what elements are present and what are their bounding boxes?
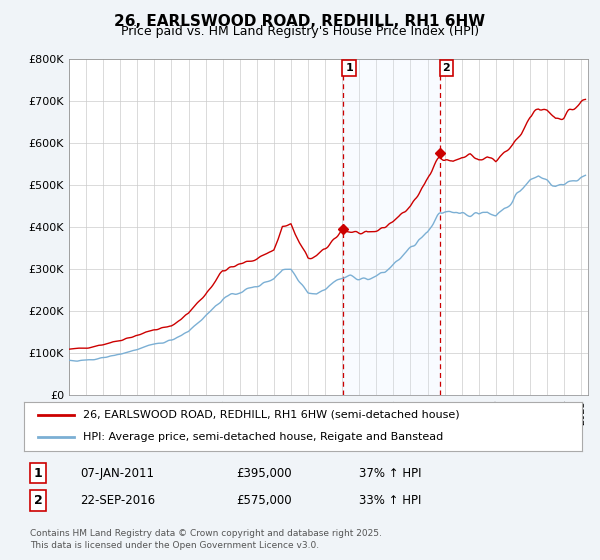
Text: Contains HM Land Registry data © Crown copyright and database right 2025.
This d: Contains HM Land Registry data © Crown c… xyxy=(29,529,382,550)
Text: 26, EARLSWOOD ROAD, REDHILL, RH1 6HW (semi-detached house): 26, EARLSWOOD ROAD, REDHILL, RH1 6HW (se… xyxy=(83,410,459,420)
Text: HPI: Average price, semi-detached house, Reigate and Banstead: HPI: Average price, semi-detached house,… xyxy=(83,432,443,442)
Text: 22-SEP-2016: 22-SEP-2016 xyxy=(80,494,155,507)
Text: 26, EARLSWOOD ROAD, REDHILL, RH1 6HW: 26, EARLSWOOD ROAD, REDHILL, RH1 6HW xyxy=(115,14,485,29)
Text: £575,000: £575,000 xyxy=(236,494,292,507)
Text: 07-JAN-2011: 07-JAN-2011 xyxy=(80,466,154,480)
Text: 1: 1 xyxy=(34,466,43,480)
Text: 33% ↑ HPI: 33% ↑ HPI xyxy=(359,494,421,507)
Text: 2: 2 xyxy=(443,63,450,73)
Text: £395,000: £395,000 xyxy=(236,466,292,480)
Text: Price paid vs. HM Land Registry's House Price Index (HPI): Price paid vs. HM Land Registry's House … xyxy=(121,25,479,38)
Text: 1: 1 xyxy=(345,63,353,73)
Text: 37% ↑ HPI: 37% ↑ HPI xyxy=(359,466,421,480)
Bar xyxy=(343,59,440,395)
Text: 2: 2 xyxy=(34,494,43,507)
